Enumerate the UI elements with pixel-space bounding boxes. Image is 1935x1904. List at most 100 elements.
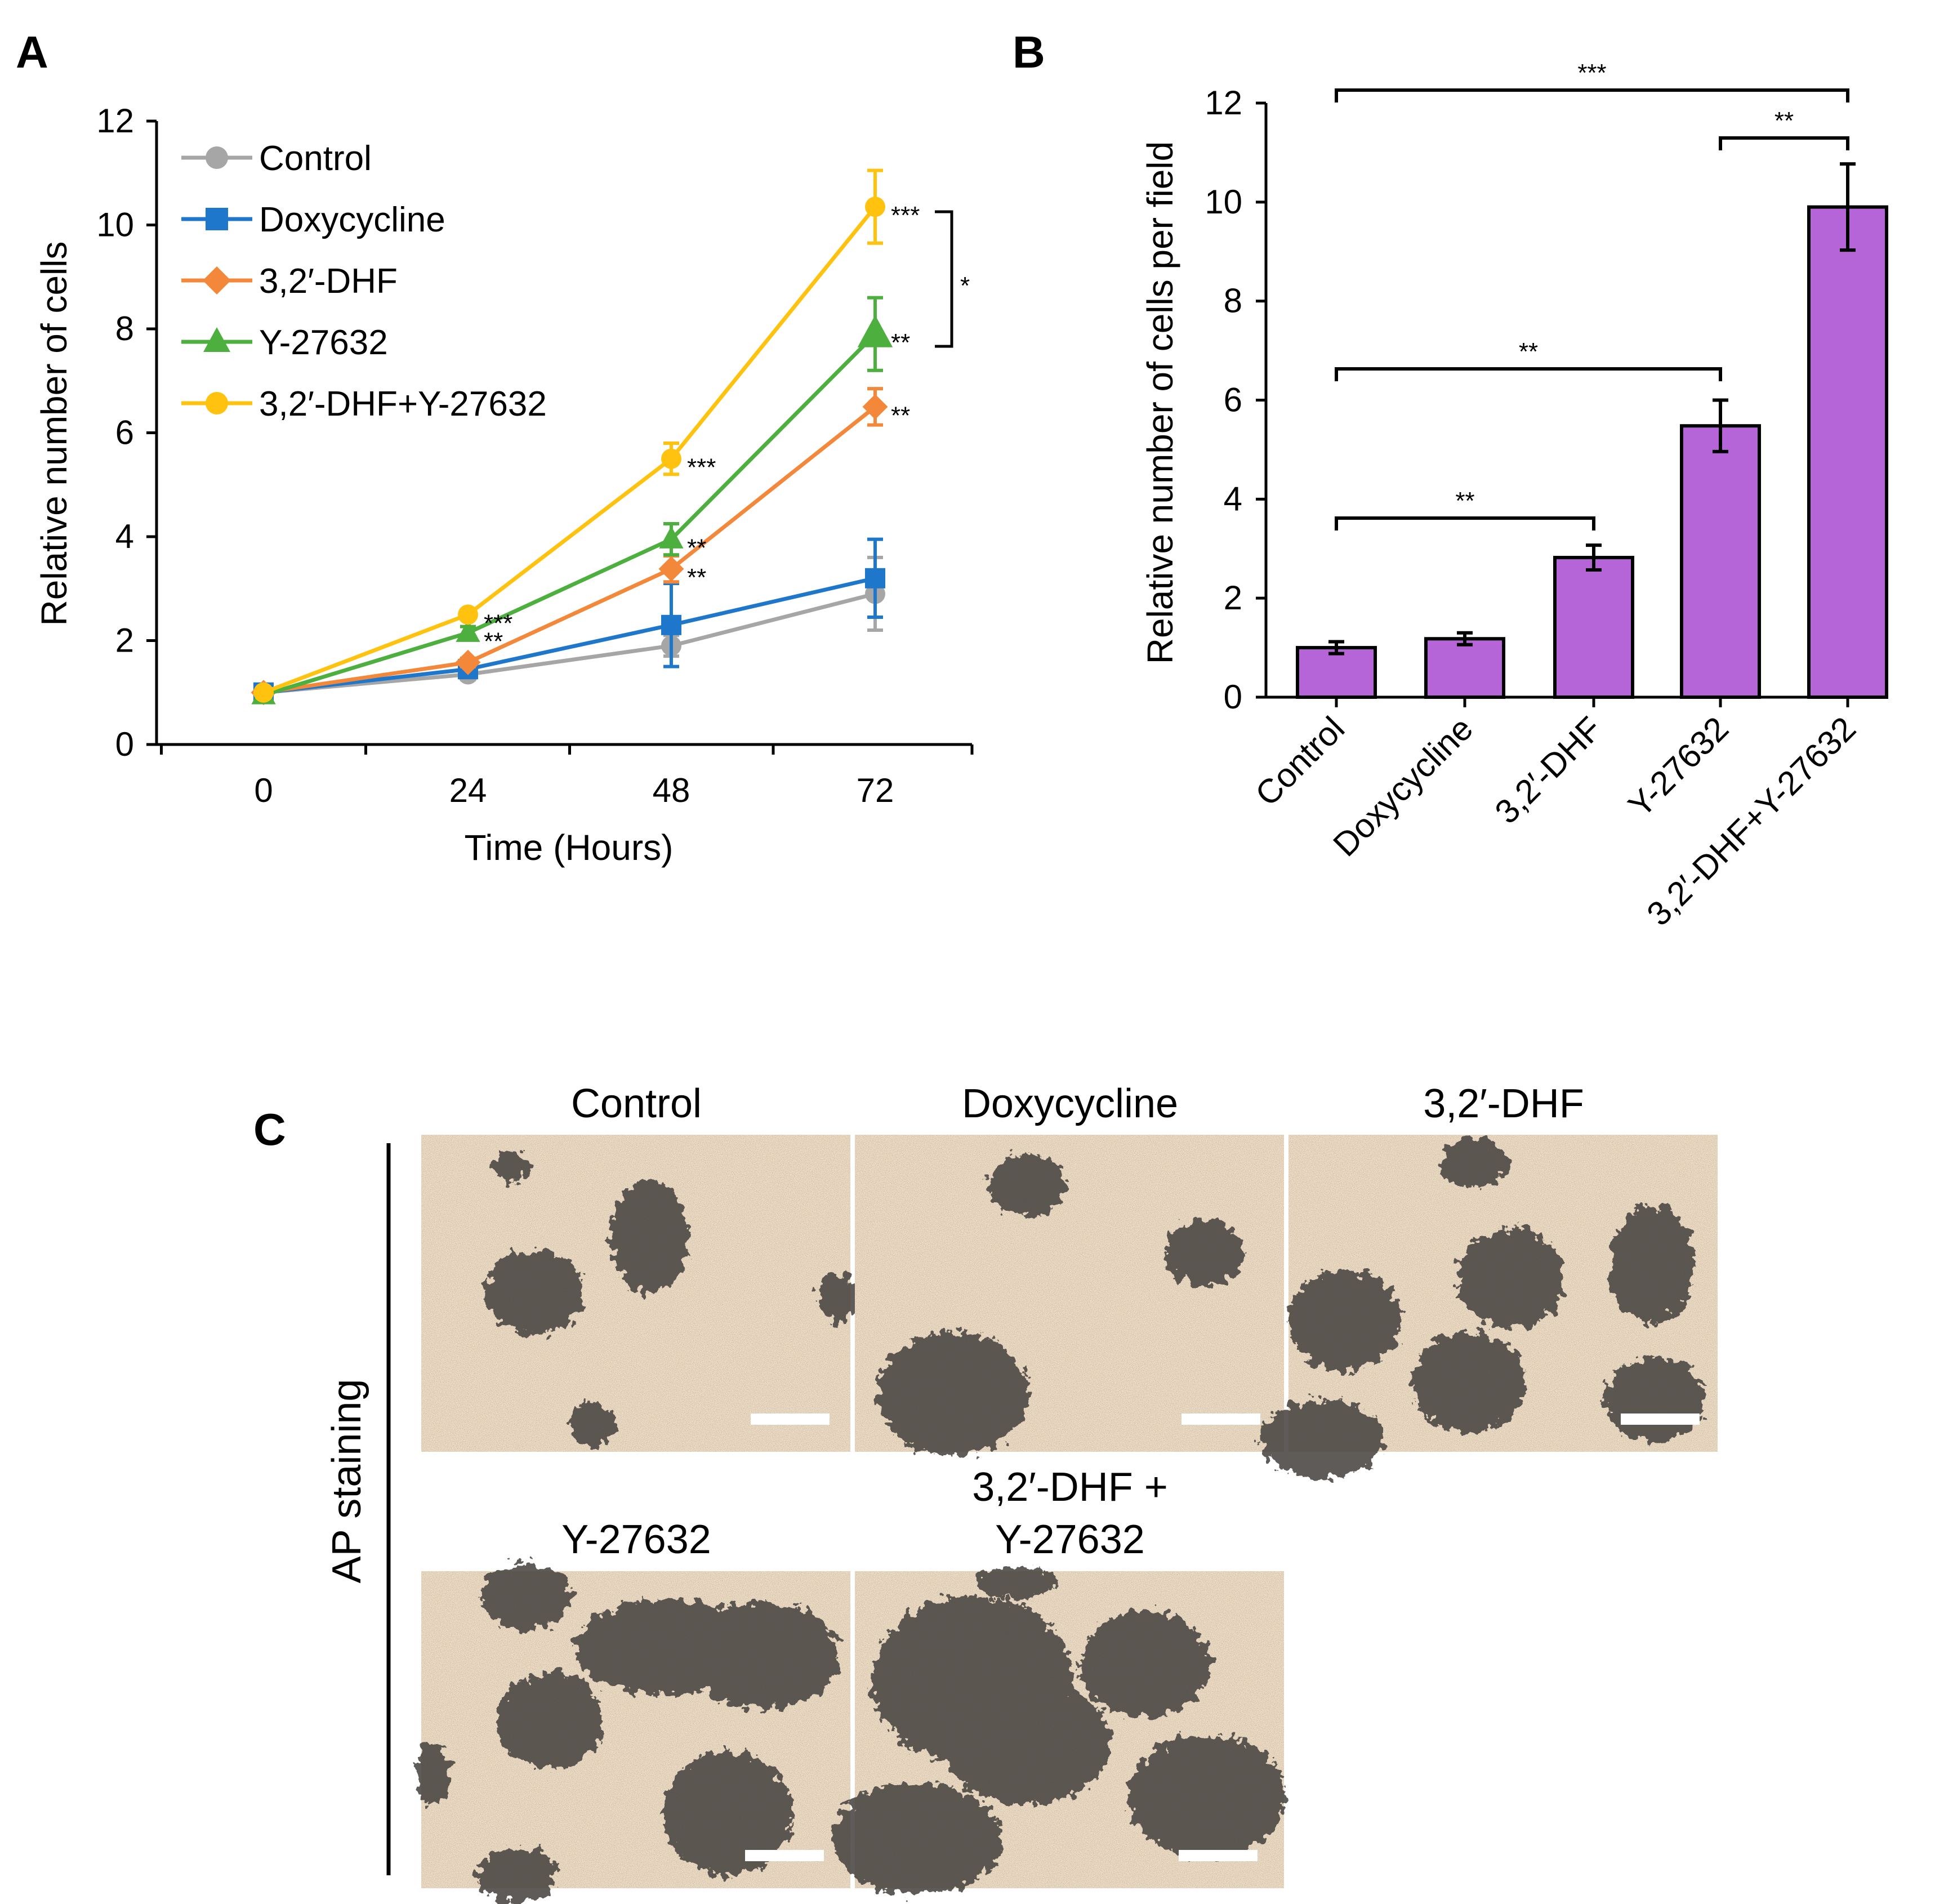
micrograph-dhf <box>1260 1135 1718 1478</box>
a-legend-marker <box>206 208 228 230</box>
micrograph-y27632 <box>416 1563 850 1903</box>
a-x-tick-label: 72 <box>857 772 894 809</box>
a-y-axis-title: Relative number of cells <box>34 242 74 626</box>
b-significance-label: ** <box>1455 487 1474 515</box>
scale-bar <box>1181 1413 1260 1425</box>
a-point <box>857 315 893 347</box>
b-significance-label: ** <box>1519 338 1538 365</box>
a-x-tick-label: 0 <box>254 772 273 809</box>
b-x-tick-label: 3,2′-DHF+Y-27632 <box>1639 710 1863 933</box>
a-point <box>455 649 481 675</box>
b-y-tick-label: 10 <box>1205 183 1242 221</box>
b-x-tick-label: 3,2′-DHF <box>1488 710 1609 831</box>
a-legend-label: 3,2′-DHF+Y-27632 <box>259 385 547 423</box>
b-bar <box>1553 556 1634 699</box>
a-significance-label: ** <box>687 534 706 562</box>
a-point <box>659 526 684 549</box>
panel-label-a: A <box>16 27 48 77</box>
a-legend-marker <box>206 146 228 169</box>
a-legend-marker <box>206 392 228 414</box>
a-point <box>661 448 681 469</box>
a-point <box>253 682 274 703</box>
a-x-tick-label: 24 <box>449 772 487 809</box>
a-x-axis-title: Time (Hours) <box>465 827 674 868</box>
b-y-tick-label: 4 <box>1224 480 1242 518</box>
b-bar <box>1807 205 1888 699</box>
a-y-tick-label: 8 <box>115 310 134 347</box>
a-significance-label: ** <box>484 628 503 656</box>
panel-label-b: B <box>1013 27 1045 77</box>
b-y-tick-label: 12 <box>1205 84 1242 122</box>
c-title-control: Control <box>571 1081 702 1126</box>
b-significance-label: *** <box>1577 59 1606 87</box>
a-y-tick-label: 10 <box>96 206 134 244</box>
a-point <box>865 568 885 588</box>
c-title-doxycycline: Doxycycline <box>962 1081 1178 1126</box>
a-point <box>862 394 888 420</box>
b-significance-bracket <box>1335 367 1722 381</box>
a-x-tick-label: 48 <box>653 772 690 809</box>
a-legend-label: 3,2′-DHF <box>259 262 398 301</box>
scale-bar <box>1179 1850 1258 1861</box>
a-series-dhf <box>251 387 888 706</box>
a-significance-label: *** <box>484 609 512 637</box>
a-bracket-label: * <box>960 272 970 300</box>
a-significance-label: ** <box>687 564 706 591</box>
a-significance-bracket <box>935 210 953 348</box>
b-x-tick-label: Y-27632 <box>1621 710 1736 824</box>
a-legend-label: Doxycycline <box>259 200 445 239</box>
a-point <box>456 619 480 642</box>
a-significance-label: ** <box>891 402 910 429</box>
b-x-tick-label: Control <box>1248 710 1352 813</box>
scale-bar <box>1621 1413 1700 1425</box>
micrograph-combo <box>832 1566 1286 1895</box>
micrograph-control <box>421 1135 858 1452</box>
a-y-tick-label: 12 <box>96 102 134 140</box>
scale-bar <box>751 1413 830 1425</box>
a-significance-label: *** <box>687 454 716 481</box>
a-series-line <box>262 206 877 695</box>
a-series-line <box>262 332 877 697</box>
c-title-y27632: Y-27632 <box>561 1517 711 1562</box>
a-point <box>458 604 478 625</box>
a-y-tick-label: 0 <box>115 725 134 763</box>
b-x-tick-label: Doxycycline <box>1326 710 1480 864</box>
a-legend-marker <box>203 266 231 295</box>
b-significance-bracket <box>1335 516 1595 530</box>
scale-bar <box>745 1850 824 1861</box>
b-significance-bracket <box>1335 88 1849 102</box>
b-y-tick-label: 8 <box>1224 282 1242 320</box>
b-significance-bracket <box>1719 136 1849 150</box>
c-title-combo-line1: 3,2′-DHF + <box>972 1465 1168 1510</box>
b-y-tick-label: 0 <box>1224 678 1242 716</box>
a-legend-label: Control <box>259 139 372 178</box>
b-bar <box>1424 637 1505 699</box>
a-series-line <box>263 405 877 695</box>
b-y-axis-title: Relative number of cells per field <box>1140 141 1180 664</box>
a-significance-label: ** <box>891 329 910 356</box>
a-y-tick-label: 2 <box>115 622 134 659</box>
a-point <box>865 197 885 217</box>
b-y-tick-label: 2 <box>1224 579 1242 617</box>
a-series-line <box>263 592 876 695</box>
a-series-line <box>263 576 876 695</box>
a-point <box>658 556 684 582</box>
a-significance-label: *** <box>891 202 920 229</box>
micrograph-doxycycline <box>855 1135 1284 1456</box>
a-y-tick-label: 4 <box>115 518 134 555</box>
b-y-tick-label: 6 <box>1224 381 1242 419</box>
a-y-tick-label: 6 <box>115 414 134 452</box>
a-point <box>661 614 681 635</box>
a-legend-label: Y-27632 <box>259 323 388 362</box>
a-series-combo <box>253 168 885 703</box>
a-legend-marker <box>203 327 230 352</box>
b-significance-label: ** <box>1775 107 1794 135</box>
c-title-dhf: 3,2′-DHF <box>1423 1081 1584 1126</box>
b-bar <box>1680 424 1761 699</box>
c-side-label: AP staining <box>324 1379 369 1584</box>
panel-label-c: C <box>253 1104 286 1154</box>
c-title-combo-line2: Y-27632 <box>995 1517 1145 1562</box>
